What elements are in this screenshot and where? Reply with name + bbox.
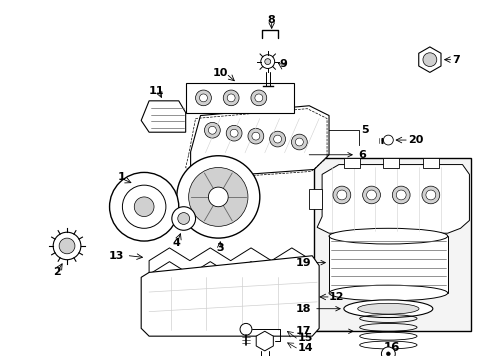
Polygon shape bbox=[141, 101, 185, 132]
Text: 1: 1 bbox=[117, 172, 125, 182]
Ellipse shape bbox=[328, 228, 447, 244]
Circle shape bbox=[422, 53, 436, 67]
Circle shape bbox=[240, 323, 251, 335]
Polygon shape bbox=[418, 47, 440, 72]
Text: 6: 6 bbox=[308, 150, 366, 160]
Circle shape bbox=[247, 128, 263, 144]
Bar bbox=[185, 83, 294, 113]
Circle shape bbox=[109, 172, 179, 241]
Circle shape bbox=[188, 167, 247, 226]
Circle shape bbox=[366, 190, 376, 200]
Text: 17: 17 bbox=[295, 326, 352, 336]
Text: 14: 14 bbox=[297, 343, 312, 353]
Circle shape bbox=[273, 135, 281, 143]
Circle shape bbox=[223, 90, 239, 106]
Text: 18: 18 bbox=[295, 304, 340, 314]
Circle shape bbox=[332, 186, 350, 204]
Bar bbox=[328, 236, 447, 293]
Text: 9: 9 bbox=[279, 59, 287, 68]
Polygon shape bbox=[149, 248, 311, 274]
Text: 16: 16 bbox=[384, 341, 400, 354]
Text: 7: 7 bbox=[452, 55, 459, 65]
Circle shape bbox=[391, 186, 409, 204]
Text: 20: 20 bbox=[407, 135, 423, 145]
Circle shape bbox=[395, 190, 406, 200]
Circle shape bbox=[199, 94, 207, 102]
Circle shape bbox=[226, 125, 242, 141]
Circle shape bbox=[178, 213, 189, 224]
Circle shape bbox=[53, 232, 81, 260]
Text: 8: 8 bbox=[267, 15, 275, 26]
Circle shape bbox=[295, 138, 303, 146]
Text: 11: 11 bbox=[148, 86, 163, 96]
Circle shape bbox=[362, 186, 380, 204]
Text: 15: 15 bbox=[297, 333, 312, 343]
Text: 4: 4 bbox=[172, 238, 181, 248]
Text: 3: 3 bbox=[216, 243, 224, 253]
Bar bbox=[422, 158, 438, 167]
Circle shape bbox=[421, 186, 439, 204]
Circle shape bbox=[291, 134, 306, 150]
Circle shape bbox=[250, 90, 266, 106]
Circle shape bbox=[122, 185, 165, 228]
Circle shape bbox=[177, 156, 259, 238]
Circle shape bbox=[59, 238, 75, 254]
Circle shape bbox=[381, 347, 394, 360]
Polygon shape bbox=[256, 331, 273, 351]
Circle shape bbox=[171, 207, 195, 230]
Ellipse shape bbox=[328, 285, 447, 301]
Text: 10: 10 bbox=[212, 68, 227, 78]
Circle shape bbox=[425, 190, 435, 200]
Circle shape bbox=[383, 135, 392, 145]
Text: 12: 12 bbox=[328, 292, 344, 302]
Circle shape bbox=[269, 131, 285, 147]
Circle shape bbox=[134, 197, 154, 216]
Circle shape bbox=[386, 352, 389, 356]
Circle shape bbox=[204, 122, 220, 138]
Circle shape bbox=[260, 55, 274, 68]
Circle shape bbox=[208, 126, 216, 134]
Circle shape bbox=[251, 132, 259, 140]
Ellipse shape bbox=[343, 300, 432, 318]
Bar bbox=[308, 189, 322, 209]
Circle shape bbox=[208, 187, 228, 207]
Text: 5: 5 bbox=[361, 125, 368, 135]
Ellipse shape bbox=[357, 303, 418, 314]
Circle shape bbox=[230, 129, 238, 137]
Text: 19: 19 bbox=[295, 258, 325, 267]
Circle shape bbox=[195, 90, 211, 106]
Text: 13: 13 bbox=[108, 251, 124, 261]
Bar bbox=[314, 158, 470, 331]
Circle shape bbox=[227, 94, 235, 102]
Polygon shape bbox=[141, 256, 319, 336]
Bar bbox=[383, 158, 398, 167]
Circle shape bbox=[264, 59, 270, 64]
Circle shape bbox=[254, 94, 262, 102]
Bar bbox=[343, 158, 359, 167]
Circle shape bbox=[336, 190, 346, 200]
Text: 2: 2 bbox=[53, 267, 61, 278]
Polygon shape bbox=[317, 165, 468, 233]
Polygon shape bbox=[190, 106, 328, 177]
